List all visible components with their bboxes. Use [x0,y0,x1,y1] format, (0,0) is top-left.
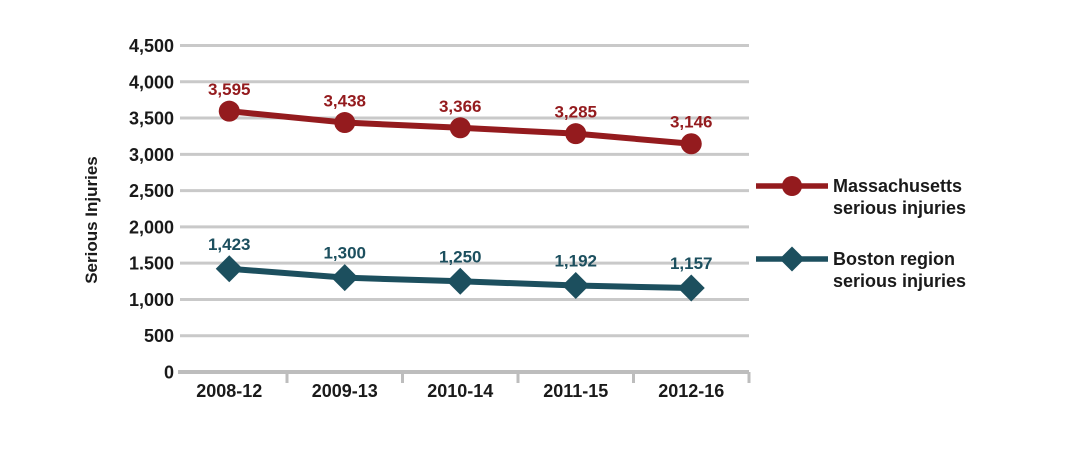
y-axis-tick-label: 2,500 [129,181,174,201]
data-point-marker [449,117,471,139]
data-label: 3,595 [208,80,251,99]
legend-entry-label: Boston region [833,249,955,269]
data-label: 3,285 [554,103,597,122]
y-axis-tick-label: 4,000 [129,72,174,92]
y-axis-tick-label: 1.500 [129,254,174,274]
y-axis-tick-label: 3,000 [129,145,174,165]
data-label: 1,423 [208,235,251,254]
y-axis-title: Serious Injuries [82,156,101,284]
legend-diamond-marker-icon [779,246,805,272]
data-point-marker [680,133,702,155]
data-label: 3,438 [323,92,366,111]
x-axis-category-label: 2012-16 [658,381,724,401]
y-axis-tick-label: 0 [164,363,174,383]
data-point-marker [215,255,243,283]
data-point-marker [334,112,356,134]
data-label: 3,366 [439,97,482,116]
y-axis-tick-label: 2,000 [129,217,174,237]
legend-entry-label: serious injuries [833,271,966,291]
data-point-marker [565,123,587,145]
x-axis-category-label: 2009-13 [312,381,378,401]
data-point-marker [331,264,359,292]
data-point-marker [218,100,240,122]
y-axis-tick-label: 1,000 [129,290,174,310]
data-point-marker [562,272,590,300]
data-label: 3,146 [670,113,713,132]
legend-entry-label: serious injuries [833,198,966,218]
legend-entry-label: Massachusetts [833,176,962,196]
data-label: 1,300 [323,244,366,263]
x-axis-category-label: 2008-12 [196,381,262,401]
data-point-marker [677,274,705,302]
y-axis-tick-label: 4,500 [129,36,174,56]
data-point-marker [446,267,474,295]
x-axis-category-label: 2011-15 [543,381,608,401]
legend-circle-marker-icon [782,176,802,196]
x-axis-category-label: 2010-14 [427,381,493,401]
y-axis-tick-label: 500 [144,326,174,346]
data-label: 1,157 [670,254,713,273]
data-label: 1,250 [439,247,482,266]
data-label: 1,192 [554,252,597,271]
y-axis-tick-label: 3,500 [129,109,174,129]
